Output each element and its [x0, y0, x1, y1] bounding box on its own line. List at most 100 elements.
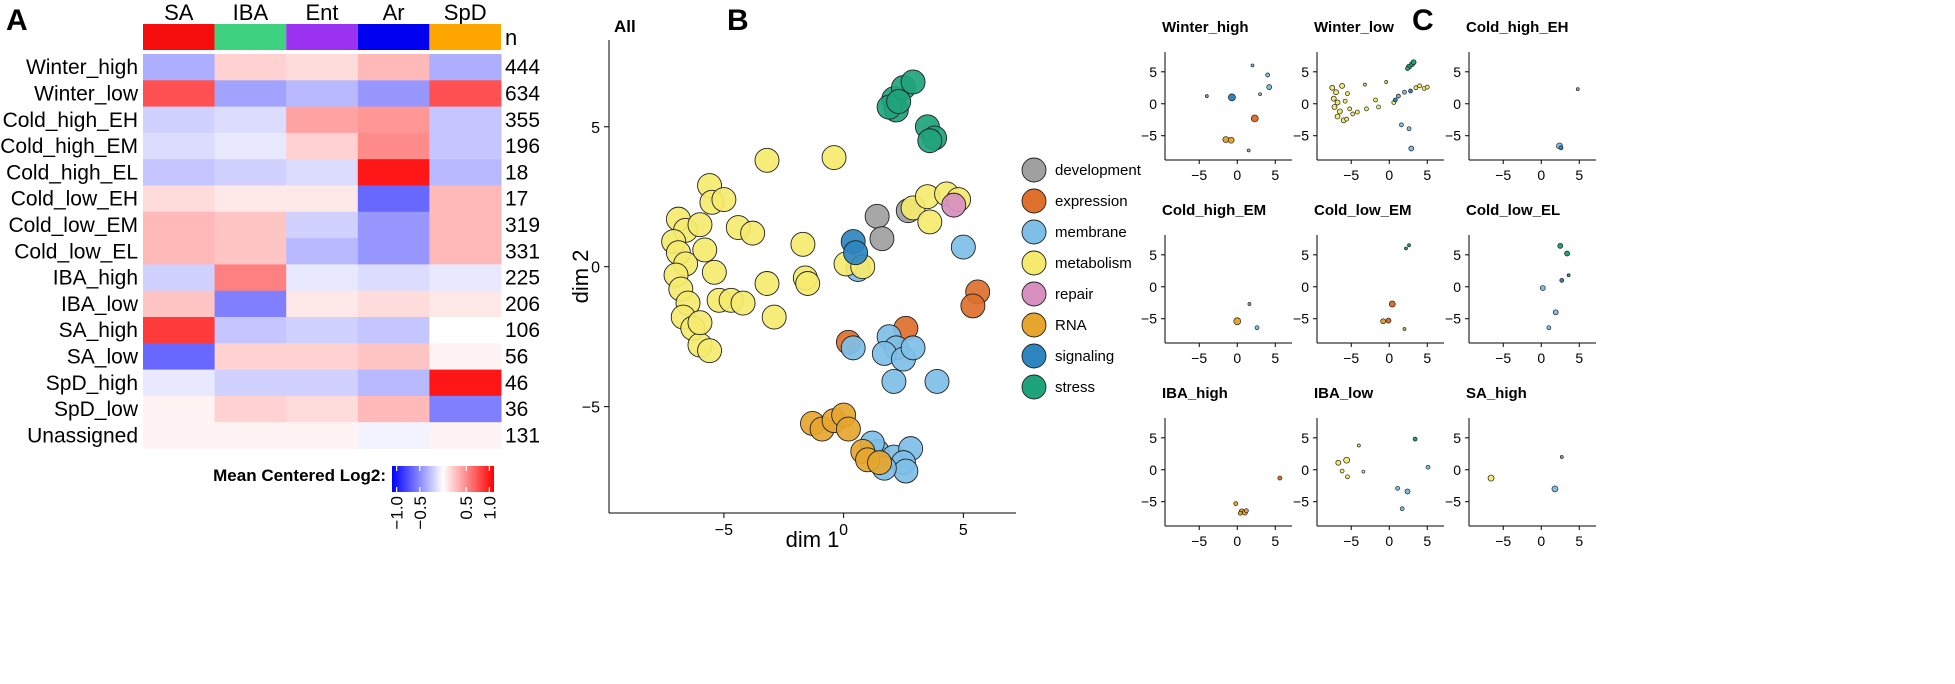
y-tick-label: −5 — [582, 400, 600, 417]
legend-swatch-membrane — [1021, 219, 1047, 245]
data-point-RNA — [835, 416, 861, 442]
data-point-metabolism — [754, 147, 780, 173]
row-n-count: 196 — [505, 135, 540, 158]
heatmap-cell — [286, 238, 359, 265]
data-point-development — [869, 226, 895, 252]
small-multiple-title: Winter_high — [1162, 19, 1249, 36]
data-point-membrane — [840, 335, 866, 361]
data-point-membrane — [1265, 72, 1271, 78]
y-tick-label: −5 — [1141, 311, 1157, 327]
row-label: Cold_high_EH — [3, 109, 138, 132]
row-label: SA_high — [59, 319, 138, 342]
data-point-metabolism — [687, 212, 713, 238]
legend-swatch-stress — [1021, 374, 1047, 400]
heatmap-cell — [286, 343, 359, 371]
heatmap-cell — [286, 159, 359, 186]
small-multiple-title: IBA_low — [1314, 385, 1374, 402]
data-point-metabolism — [1363, 82, 1367, 87]
heatmap-cell — [286, 317, 359, 344]
data-point-expression — [1388, 300, 1396, 308]
data-point-development — [1559, 455, 1564, 459]
x-tick-label: −5 — [1191, 533, 1207, 549]
column-label: SA — [164, 0, 194, 25]
row-label: SpD_high — [46, 372, 138, 395]
row-n-count: 355 — [505, 109, 540, 132]
y-tick-label: −5 — [1445, 494, 1461, 510]
x-tick-label: −5 — [1191, 350, 1207, 366]
y-axis-label: dim 2 — [568, 250, 593, 304]
data-point-metabolism — [1335, 459, 1342, 466]
row-n-count: 46 — [505, 372, 528, 395]
legend-tick-label: 1.0 — [480, 496, 499, 520]
small-multiple-title: SA_high — [1466, 385, 1527, 402]
data-point-metabolism — [1384, 80, 1389, 84]
small-multiple-Winter_low: Winter_low −5 0 5 −5 0 5 — [1293, 19, 1444, 183]
x-tick-label: 0 — [839, 522, 848, 539]
heatmap-cell — [429, 54, 502, 81]
data-point-development — [1247, 302, 1252, 306]
heatmap-cell — [357, 132, 430, 160]
y-tick-label: −5 — [1445, 311, 1461, 327]
data-point-membrane — [1539, 285, 1546, 291]
heatmap-cell — [143, 54, 216, 81]
data-point-metabolism — [1347, 106, 1353, 112]
column-label: SpD — [444, 0, 487, 25]
data-point-metabolism — [1334, 99, 1341, 106]
heatmap-cell — [214, 132, 287, 160]
heatmap-cell — [357, 185, 430, 213]
data-point-metabolism — [730, 290, 756, 316]
data-point-metabolism — [1345, 474, 1350, 480]
data-point-metabolism — [1343, 456, 1351, 464]
heatmap-cell — [357, 80, 430, 108]
heatmap-cell — [214, 369, 287, 397]
data-point-metabolism — [1344, 116, 1350, 122]
data-point-metabolism — [701, 259, 727, 285]
data-point-metabolism — [761, 304, 787, 330]
legend-swatch-repair — [1021, 281, 1047, 307]
row-label: Winter_high — [26, 56, 138, 79]
row-n-count: 319 — [505, 214, 540, 237]
x-tick-label: 0 — [1385, 350, 1393, 366]
data-point-expression — [1277, 475, 1283, 481]
small-multiple-Cold_low_EM: Cold_low_EM −5 0 5 −5 0 5 — [1293, 202, 1444, 366]
heatmap-cell — [143, 290, 216, 318]
x-tick-label: 5 — [1271, 350, 1279, 366]
small-multiple-IBA_high: IBA_high −5 0 5 −5 0 5 — [1141, 385, 1292, 549]
row-label: SpD_low — [54, 398, 139, 421]
data-point-metabolism — [1487, 474, 1495, 482]
heatmap-cell — [143, 132, 216, 160]
heatmap-cell — [429, 106, 502, 134]
x-tick-label: −5 — [1343, 533, 1359, 549]
data-point-RNA — [1233, 317, 1242, 326]
heatmap-cell — [214, 185, 287, 213]
legend-label: signaling — [1055, 348, 1114, 365]
y-tick-label: 0 — [1149, 279, 1157, 295]
data-point-signaling — [1408, 88, 1413, 94]
data-point-metabolism — [1376, 104, 1381, 110]
heatmap-cell — [357, 395, 430, 423]
data-point-metabolism — [1356, 443, 1361, 448]
heatmap-cell — [357, 290, 430, 318]
x-tick-label: 5 — [1271, 533, 1279, 549]
row-label: Cold_high_EM — [0, 135, 138, 158]
data-point-signaling — [1392, 97, 1398, 103]
small-multiple-title: Cold_high_EM — [1162, 202, 1266, 219]
row-n-count: 225 — [505, 267, 540, 290]
heatmap-cell — [286, 422, 359, 449]
data-point-metabolism — [1417, 83, 1423, 89]
x-tick-label: 5 — [1423, 533, 1431, 549]
heatmap-cell — [143, 80, 216, 108]
x-axis-label: dim 1 — [786, 527, 840, 552]
heatmap-cell — [429, 185, 502, 213]
heatmap-cell — [429, 80, 502, 108]
data-point-development — [864, 203, 890, 229]
y-tick-label: 5 — [1149, 247, 1157, 263]
data-point-stress — [1557, 243, 1564, 249]
data-point-membrane — [1404, 488, 1411, 495]
data-point-stress — [900, 69, 926, 95]
data-point-membrane — [893, 458, 919, 484]
row-n-count: 331 — [505, 240, 540, 263]
data-point-RNA — [867, 450, 892, 476]
row-n-count: 634 — [505, 82, 540, 105]
heatmap-cell — [286, 106, 359, 134]
